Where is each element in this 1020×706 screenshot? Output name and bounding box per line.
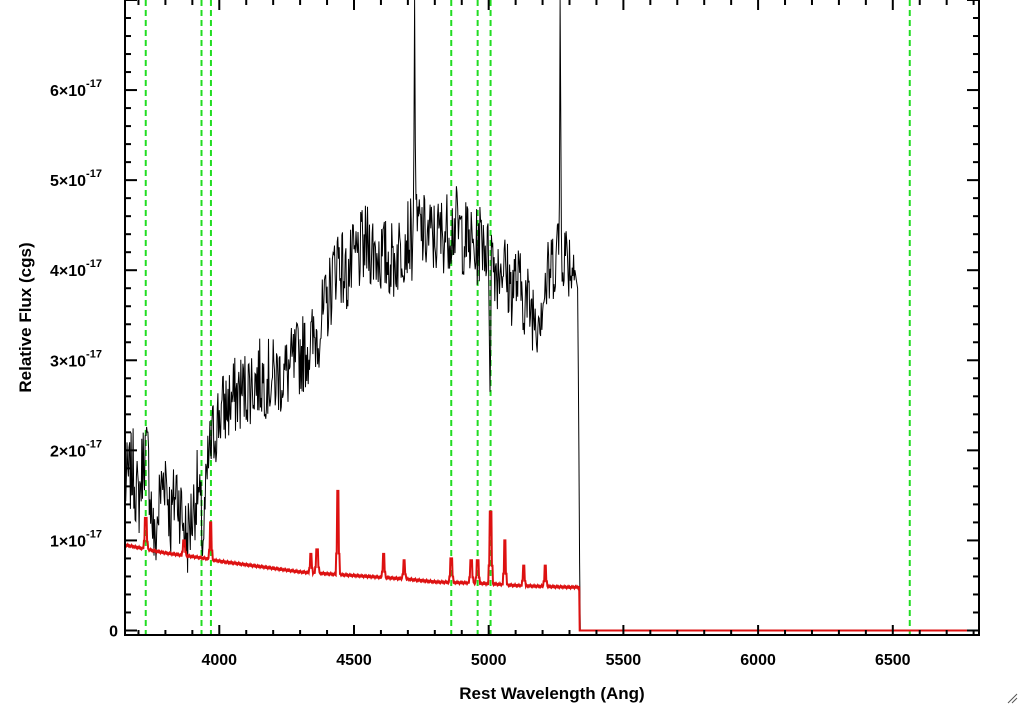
x-tick-label: 6500 bbox=[875, 652, 911, 669]
y-tick-label: 5×10-17 bbox=[50, 168, 102, 190]
y-axis-title: Relative Flux (cgs) bbox=[16, 242, 35, 392]
x-tick-label: 4500 bbox=[336, 652, 372, 669]
y-tick-labels: 0 1×10-17 2×10-17 3×10-17 4×10-17 5×10-17 6×10… bbox=[50, 78, 118, 640]
x-tick-label: 5500 bbox=[606, 652, 642, 669]
y-tick-label: 4×10-17 bbox=[50, 258, 102, 280]
x-tick-label: 6000 bbox=[740, 652, 776, 669]
resize-grip-icon[interactable] bbox=[1006, 692, 1018, 704]
x-tick-label: 5000 bbox=[471, 652, 507, 669]
x-tick-labels: 4000 4500 5000 5500 6000 6500 bbox=[201, 652, 910, 669]
reference-lines bbox=[144, 0, 911, 635]
observed-spectrum-line bbox=[125, 0, 979, 631]
x-tick-label: 4000 bbox=[201, 652, 237, 669]
y-tick-label: 2×10-17 bbox=[50, 438, 102, 460]
y-tick-label: 1×10-17 bbox=[50, 528, 102, 550]
y-tick-label: 3×10-17 bbox=[50, 348, 102, 370]
x-axis-title: Rest Wavelength (Ang) bbox=[459, 684, 644, 703]
axis-ticks bbox=[125, 0, 979, 635]
spectrum-series bbox=[125, 0, 979, 632]
model-spectrum-line bbox=[125, 489, 979, 632]
plot-frame bbox=[124, 0, 980, 636]
y-tick-label: 0 bbox=[109, 623, 118, 640]
y-tick-label: 6×10-17 bbox=[50, 78, 102, 100]
